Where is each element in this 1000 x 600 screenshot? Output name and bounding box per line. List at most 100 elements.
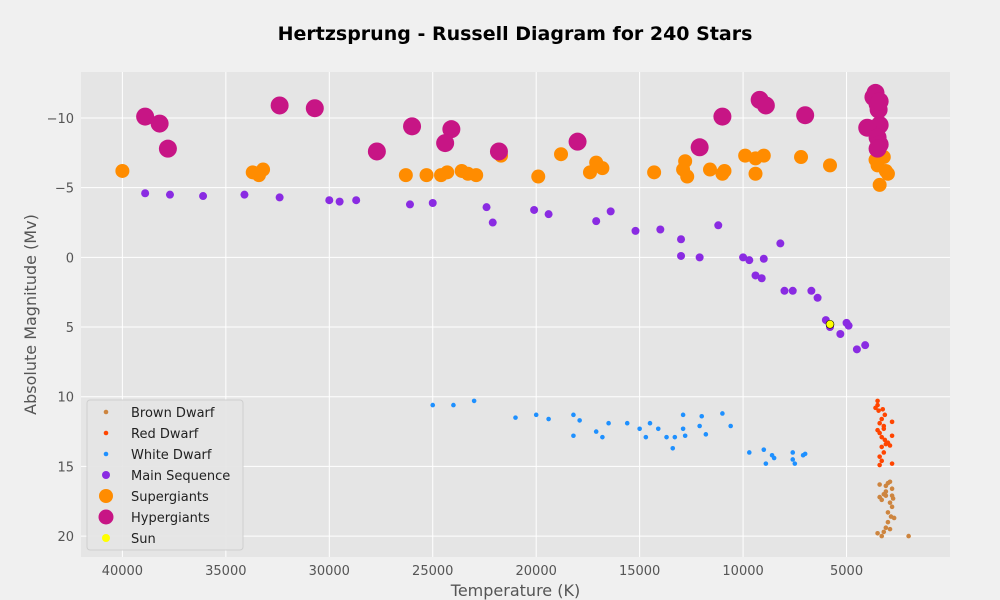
white-dwarf-point xyxy=(682,433,688,439)
red-dwarf-point xyxy=(877,430,882,436)
red-dwarf-point xyxy=(876,408,881,413)
main-sequence-point xyxy=(631,226,640,235)
white-dwarf-point xyxy=(699,413,705,419)
hypergiants-point xyxy=(270,96,289,115)
hypergiants-point xyxy=(367,142,386,161)
hypergiants-point xyxy=(690,138,709,157)
main-sequence-point xyxy=(544,210,553,219)
hypergiants-point xyxy=(796,106,815,125)
hypergiants-point xyxy=(136,107,155,126)
supergiants-point xyxy=(822,158,837,173)
white-dwarf-point xyxy=(546,416,551,422)
brown-dwarf-point xyxy=(883,489,889,494)
red-dwarf-point xyxy=(879,434,885,440)
main-sequence-point xyxy=(428,199,437,208)
legend-box xyxy=(86,399,244,551)
main-sequence-point xyxy=(656,225,665,234)
red-dwarf-point xyxy=(879,444,885,450)
brown-dwarf-point xyxy=(885,519,891,525)
supergiants-point xyxy=(678,154,693,169)
x-tick-label: 30000 xyxy=(309,564,350,579)
main-sequence-point xyxy=(677,251,686,260)
y-axis-label: Absolute Magnitude (Mv) xyxy=(21,214,40,415)
hypergiants-point xyxy=(713,107,732,126)
white-dwarf-point xyxy=(697,423,702,429)
white-dwarf-point xyxy=(451,402,456,408)
red-dwarf-point xyxy=(877,462,882,468)
series-brown-dwarf xyxy=(875,479,911,539)
red-dwarf-point xyxy=(889,419,895,425)
brown-dwarf-point xyxy=(881,529,887,535)
main-sequence-point xyxy=(745,256,754,265)
x-tick-label: 40000 xyxy=(102,564,143,579)
supergiants-point xyxy=(680,169,695,184)
legend-marker-supergiants xyxy=(99,489,113,503)
x-tick-label: 10000 xyxy=(722,564,763,579)
x-tick-label: 25000 xyxy=(412,564,453,579)
main-sequence-point xyxy=(861,341,870,350)
white-dwarf-point xyxy=(606,420,611,426)
main-sequence-point xyxy=(141,189,150,198)
white-dwarf-point xyxy=(771,455,777,461)
white-dwarf-point xyxy=(790,450,796,455)
main-sequence-point xyxy=(780,286,789,295)
supergiants-point xyxy=(717,163,732,178)
hypergiants-point xyxy=(305,99,324,118)
brown-dwarf-point xyxy=(887,479,893,485)
white-dwarf-point xyxy=(728,423,733,429)
main-sequence-point xyxy=(757,274,766,283)
x-tick-label: 15000 xyxy=(619,564,660,579)
series-sun xyxy=(825,319,835,329)
hypergiants-point xyxy=(403,117,422,136)
white-dwarf-point xyxy=(533,412,539,418)
sun-point xyxy=(825,319,835,329)
main-sequence-point xyxy=(592,217,601,226)
red-dwarf-point xyxy=(879,416,885,422)
hypergiants-point xyxy=(158,139,177,158)
y-tick-label: 10 xyxy=(57,391,74,406)
white-dwarf-point xyxy=(471,398,477,404)
supergiants-point xyxy=(398,168,413,183)
x-tick-label: 35000 xyxy=(205,564,246,579)
y-tick-label: 5 xyxy=(66,321,74,336)
supergiants-point xyxy=(469,168,484,183)
supergiants-point xyxy=(115,163,130,178)
main-sequence-point xyxy=(335,197,344,206)
legend-marker-main-sequence xyxy=(102,471,110,479)
white-dwarf-point xyxy=(802,451,808,457)
legend-marker-brown-dwarf xyxy=(103,409,109,415)
hypergiants-point xyxy=(442,120,461,139)
white-dwarf-point xyxy=(680,412,686,418)
brown-dwarf-point xyxy=(906,533,911,539)
y-tick-label: 0 xyxy=(66,251,74,266)
red-dwarf-point xyxy=(879,458,885,464)
brown-dwarf-point xyxy=(889,493,895,498)
brown-dwarf-point xyxy=(879,533,885,539)
white-dwarf-point xyxy=(790,457,796,462)
red-dwarf-point xyxy=(877,454,882,459)
brown-dwarf-point xyxy=(889,504,895,510)
white-dwarf-point xyxy=(593,429,599,434)
hypergiants-point xyxy=(868,139,887,158)
legend-label-brown-dwarf: Brown Dwarf xyxy=(131,406,215,421)
red-dwarf-point xyxy=(881,426,887,432)
brown-dwarf-point xyxy=(877,494,882,500)
white-dwarf-point xyxy=(792,461,798,466)
main-sequence-point xyxy=(739,253,748,262)
legend-label-sun: Sun xyxy=(131,532,156,547)
hypergiants-point xyxy=(436,134,455,153)
grid-lines xyxy=(81,72,950,557)
white-dwarf-point xyxy=(672,434,678,440)
main-sequence-point xyxy=(844,321,853,330)
white-dwarf-point xyxy=(647,420,653,426)
supergiants-point xyxy=(756,148,771,163)
red-dwarf-point xyxy=(889,433,895,439)
supergiants-point xyxy=(702,162,717,177)
supergiants-point xyxy=(748,166,763,181)
white-dwarf-point xyxy=(577,418,582,423)
main-sequence-point xyxy=(352,196,361,205)
supergiants-point xyxy=(794,150,809,165)
x-axis-label: Temperature (K) xyxy=(450,581,580,600)
main-sequence-point xyxy=(275,193,284,202)
